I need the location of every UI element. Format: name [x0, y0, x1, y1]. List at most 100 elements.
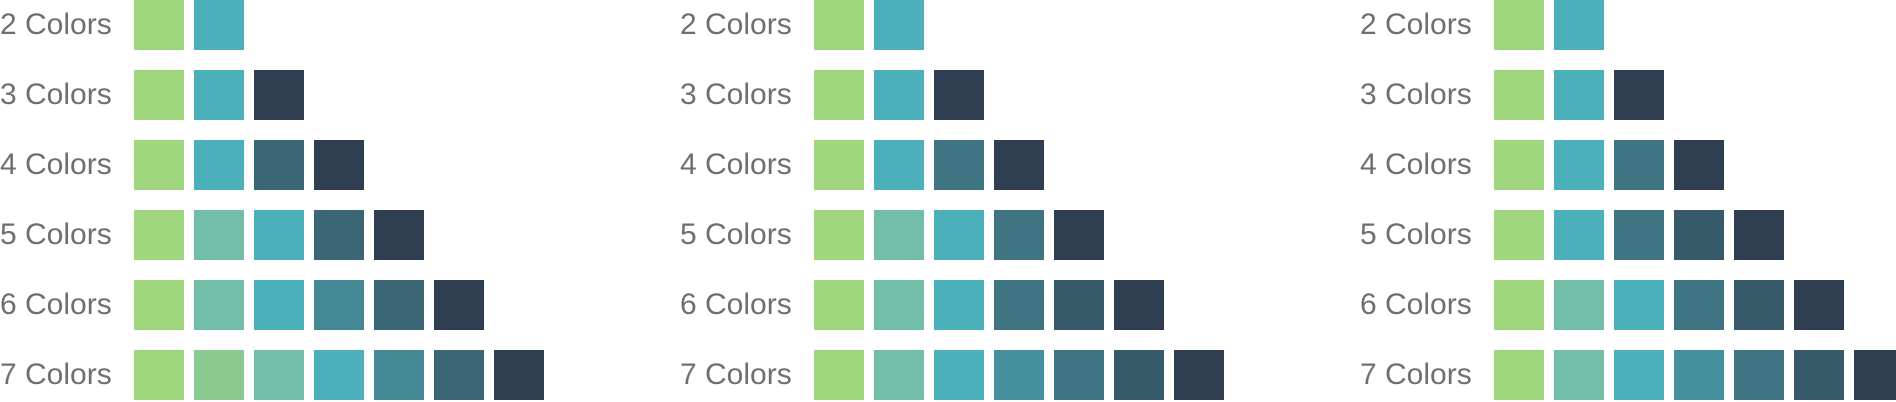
- color-swatch: [1494, 0, 1544, 50]
- color-swatch: [494, 350, 544, 400]
- color-swatch: [934, 210, 984, 260]
- row-label: 3 Colors: [680, 78, 792, 111]
- color-swatch: [874, 140, 924, 190]
- color-swatch: [314, 210, 364, 260]
- color-swatch: [134, 350, 184, 400]
- color-swatch: [1174, 350, 1224, 400]
- row-label: 6 Colors: [0, 288, 112, 321]
- row-label: 7 Colors: [0, 358, 112, 391]
- color-swatch: [1114, 350, 1164, 400]
- palette-row: 2 Colors: [680, 0, 934, 50]
- color-swatch: [1554, 280, 1604, 330]
- color-swatch: [434, 350, 484, 400]
- color-swatch: [1494, 70, 1544, 120]
- color-swatch: [1494, 140, 1544, 190]
- palette-row: 5 Colors: [0, 210, 434, 260]
- row-label: 4 Colors: [1360, 148, 1472, 181]
- color-swatch: [194, 210, 244, 260]
- palette-row: 7 Colors: [1360, 350, 1896, 400]
- color-swatch: [874, 70, 924, 120]
- row-label: 2 Colors: [0, 8, 112, 41]
- color-swatch: [434, 280, 484, 330]
- color-swatch: [994, 280, 1044, 330]
- color-swatch: [1494, 210, 1544, 260]
- row-label: 2 Colors: [1360, 8, 1472, 41]
- color-swatch: [1554, 140, 1604, 190]
- color-swatch: [1794, 350, 1844, 400]
- color-swatch: [254, 280, 304, 330]
- color-swatch: [1734, 210, 1784, 260]
- color-swatch: [994, 140, 1044, 190]
- color-swatch: [314, 350, 364, 400]
- color-swatch: [194, 0, 244, 50]
- color-swatch: [1674, 140, 1724, 190]
- color-swatch: [1674, 350, 1724, 400]
- color-swatch: [1554, 350, 1604, 400]
- color-swatch: [1794, 280, 1844, 330]
- color-swatch: [1494, 280, 1544, 330]
- color-swatch: [194, 350, 244, 400]
- row-label: 6 Colors: [1360, 288, 1472, 321]
- color-swatch: [1054, 210, 1104, 260]
- color-swatch: [814, 140, 864, 190]
- color-swatch: [1554, 0, 1604, 50]
- color-swatch: [374, 210, 424, 260]
- color-swatch: [1674, 210, 1724, 260]
- color-swatch: [814, 0, 864, 50]
- color-swatch: [934, 280, 984, 330]
- color-swatch: [814, 210, 864, 260]
- row-label: 4 Colors: [680, 148, 792, 181]
- row-label: 7 Colors: [680, 358, 792, 391]
- palette-row: 3 Colors: [0, 70, 314, 120]
- color-swatch: [1054, 280, 1104, 330]
- color-swatch: [254, 140, 304, 190]
- color-swatch: [1554, 210, 1604, 260]
- row-label: 4 Colors: [0, 148, 112, 181]
- color-swatch: [994, 350, 1044, 400]
- color-swatch: [934, 350, 984, 400]
- color-swatch: [814, 280, 864, 330]
- color-swatch: [1614, 70, 1664, 120]
- palette-row: 4 Colors: [1360, 140, 1734, 190]
- palette-row: 4 Colors: [680, 140, 1054, 190]
- row-label: 5 Colors: [1360, 218, 1472, 251]
- palette-row: 3 Colors: [1360, 70, 1674, 120]
- color-swatch: [254, 350, 304, 400]
- color-swatch: [374, 280, 424, 330]
- palette-row: 6 Colors: [1360, 280, 1854, 330]
- palette-row: 5 Colors: [680, 210, 1114, 260]
- color-swatch: [1614, 350, 1664, 400]
- row-label: 2 Colors: [680, 8, 792, 41]
- palette-row: 2 Colors: [1360, 0, 1614, 50]
- color-swatch: [874, 280, 924, 330]
- color-swatch: [1494, 350, 1544, 400]
- row-label: 3 Colors: [0, 78, 112, 111]
- color-swatch: [374, 350, 424, 400]
- color-swatch: [134, 140, 184, 190]
- color-swatch: [1114, 280, 1164, 330]
- color-swatch: [134, 280, 184, 330]
- palette-row: 3 Colors: [680, 70, 994, 120]
- color-swatch: [194, 140, 244, 190]
- color-swatch: [134, 0, 184, 50]
- row-label: 3 Colors: [1360, 78, 1472, 111]
- color-swatch: [194, 280, 244, 330]
- color-swatch: [254, 210, 304, 260]
- palette-row: 4 Colors: [0, 140, 374, 190]
- palette-row: 2 Colors: [0, 0, 254, 50]
- color-swatch: [1734, 280, 1784, 330]
- color-swatch: [874, 210, 924, 260]
- palette-group-2: 2 Colors 3 Colors 4 Colors 5 Colors 6 Colors…: [680, 0, 1240, 402]
- color-swatch: [874, 0, 924, 50]
- row-label: 7 Colors: [1360, 358, 1472, 391]
- color-swatch: [814, 70, 864, 120]
- color-swatch: [1614, 210, 1664, 260]
- color-swatch: [194, 70, 244, 120]
- color-swatch: [1054, 350, 1104, 400]
- palette-group-3: 2 Colors 3 Colors 4 Colors 5 Colors 6 Colors…: [1360, 0, 1896, 402]
- color-swatch: [1554, 70, 1604, 120]
- color-swatch: [1614, 280, 1664, 330]
- color-swatch: [134, 70, 184, 120]
- palette-row: 7 Colors: [680, 350, 1234, 400]
- row-label: 5 Colors: [0, 218, 112, 251]
